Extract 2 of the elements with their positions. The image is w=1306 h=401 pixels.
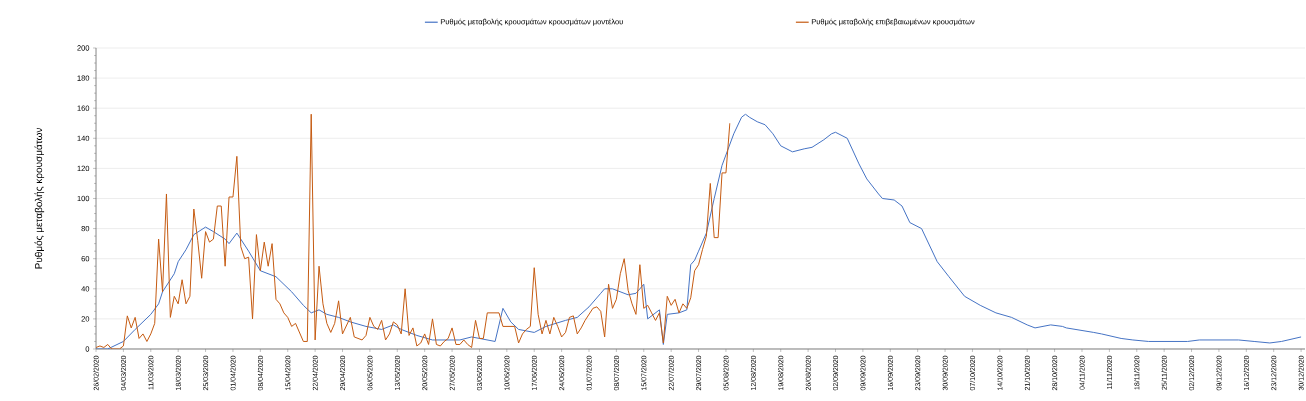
line-series xyxy=(96,113,731,349)
y-axis-title: Ρυθμός μεταβολής κρουσμάτων xyxy=(34,127,45,269)
